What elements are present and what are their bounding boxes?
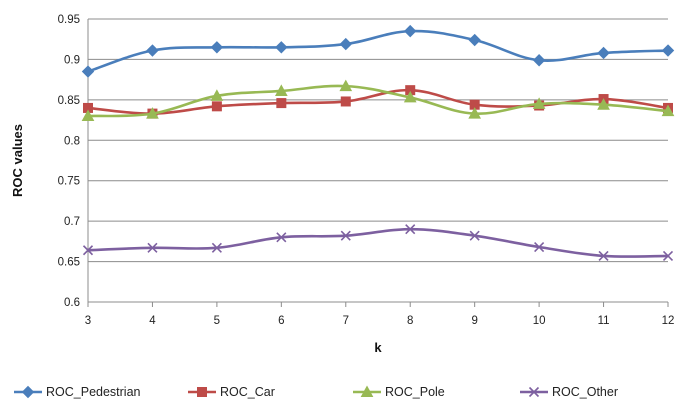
data-point-roc-pedestrian: [339, 37, 352, 51]
x-tick-label: 11: [598, 315, 610, 327]
y-tick-label: 0.75: [58, 176, 80, 188]
legend-label: ROC_Pedestrian: [46, 385, 141, 399]
legend-item-roc-pedestrian: ROC_Pedestrian: [14, 385, 141, 399]
x-axis-label: k: [374, 340, 382, 355]
x-tick-labels: 3 4 5 6 7 8 9 10 11 12: [85, 302, 675, 327]
data-point-roc-pole: [403, 90, 417, 103]
series-roc-other: [82, 224, 674, 261]
data-point-roc-pedestrian: [532, 54, 546, 67]
legend-item-roc-pole: ROC_Pole: [353, 385, 445, 399]
data-point-roc-pole: [81, 109, 95, 122]
data-point-roc-car: [276, 98, 287, 109]
data-point-roc-other: [405, 224, 416, 235]
y-tick-label: 0.85: [58, 95, 80, 107]
data-point-roc-other: [276, 232, 287, 243]
data-point-roc-other: [598, 250, 609, 261]
data-point-roc-car: [340, 96, 351, 107]
data-point-roc-other: [147, 242, 158, 253]
x-tick-label: 6: [278, 315, 284, 327]
x-tick-label: 3: [85, 315, 91, 327]
series-line-roc-car: [87, 88, 669, 115]
y-tick-label: 0.7: [64, 216, 80, 228]
x-tick-label: 4: [149, 315, 156, 327]
legend: ROC_Pedestrian ROC_Car ROC_Pole ROC_Other: [14, 385, 618, 399]
legend-label: ROC_Pole: [385, 385, 445, 399]
data-point-roc-car: [211, 101, 222, 112]
legend-marker: [528, 386, 540, 398]
x-tick-label: 12: [662, 315, 675, 327]
legend-marker: [197, 387, 207, 397]
x-tick-label: 7: [343, 315, 349, 327]
data-point-roc-pedestrian: [275, 41, 288, 54]
data-point-roc-pedestrian: [146, 44, 159, 57]
x-tick-label: 10: [533, 315, 546, 327]
data-point-roc-pedestrian: [210, 41, 224, 54]
data-point-roc-pole: [210, 89, 224, 101]
data-point-roc-pole: [597, 98, 610, 110]
series-roc-pole: [81, 79, 675, 122]
data-point-roc-other: [469, 230, 480, 241]
legend-marker: [21, 385, 35, 399]
data-point-roc-pole: [274, 84, 288, 96]
legend-label: ROC_Car: [220, 385, 275, 399]
legend-item-roc-car: ROC_Car: [188, 385, 275, 399]
data-point-roc-other: [534, 241, 545, 253]
y-tick-labels: 0.6 0.65 0.7 0.75 0.8 0.85 0.9 0.95: [58, 14, 80, 309]
data-point-roc-other: [340, 230, 351, 241]
data-point-roc-other: [82, 245, 94, 256]
y-axis-label: ROC values: [10, 124, 25, 197]
axes: [87, 19, 668, 303]
data-point-roc-pedestrian: [404, 24, 417, 38]
series-roc-pedestrian: [81, 24, 675, 78]
data-series: [81, 24, 675, 261]
data-point-roc-pedestrian: [468, 33, 481, 47]
data-point-roc-pole: [468, 107, 482, 119]
gridlines: [88, 18, 668, 303]
series-line-roc-pedestrian: [87, 29, 669, 73]
data-point-roc-pedestrian: [81, 65, 95, 78]
data-point-roc-pole: [339, 79, 353, 92]
data-point-roc-pole: [146, 107, 159, 119]
y-tick-label: 0.6: [64, 297, 80, 309]
y-tick-label: 0.9: [64, 54, 80, 66]
data-point-roc-other: [662, 250, 674, 261]
series-line-roc-pole: [87, 84, 669, 118]
legend-label: ROC_Other: [552, 385, 618, 399]
legend-marker: [360, 385, 374, 397]
y-tick-label: 0.8: [64, 135, 80, 147]
legend-item-roc-other: ROC_Other: [520, 385, 618, 399]
series-line-roc-other: [87, 227, 669, 258]
y-tick-label: 0.65: [58, 257, 80, 269]
data-point-roc-pedestrian: [661, 44, 675, 57]
data-point-roc-pole: [532, 97, 546, 109]
data-point-roc-pole: [661, 104, 675, 117]
x-tick-label: 9: [471, 315, 477, 327]
x-tick-label: 8: [407, 315, 413, 327]
data-point-roc-pedestrian: [597, 46, 610, 60]
x-tick-label: 5: [214, 315, 220, 327]
y-tick-label: 0.95: [58, 14, 80, 26]
data-point-roc-other: [211, 242, 222, 253]
